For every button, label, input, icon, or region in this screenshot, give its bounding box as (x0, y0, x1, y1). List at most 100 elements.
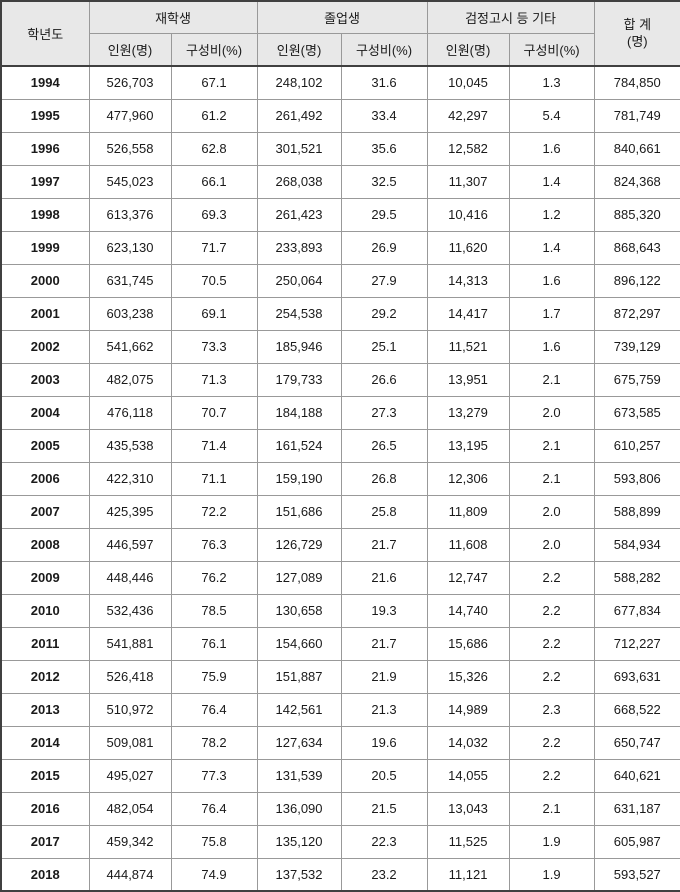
header-enrolled-ratio: 구성비(%) (170, 33, 258, 67)
value-cell: 11,620 (426, 230, 510, 265)
value-cell: 1.6 (508, 131, 595, 166)
value-cell: 301,521 (256, 131, 342, 166)
value-cell: 885,320 (593, 197, 680, 232)
value-cell: 22.3 (340, 824, 428, 859)
value-cell: 14,740 (426, 593, 510, 628)
value-cell: 444,874 (88, 857, 172, 892)
value-cell: 588,899 (593, 494, 680, 529)
value-cell: 631,187 (593, 791, 680, 826)
value-cell: 29.5 (340, 197, 428, 232)
table-row: 2000 631,745 70.5 250,064 27.9 14,313 1.6 896,1… (0, 263, 680, 298)
value-cell: 446,597 (88, 527, 172, 562)
value-cell: 541,662 (88, 329, 172, 364)
value-cell: 1.4 (508, 164, 595, 199)
value-cell: 422,310 (88, 461, 172, 496)
year-cell: 2016 (0, 791, 90, 826)
table-row: 2009 448,446 76.2 127,089 21.6 12,747 2.2 588,2… (0, 560, 680, 595)
value-cell: 477,960 (88, 98, 172, 133)
value-cell: 605,987 (593, 824, 680, 859)
value-cell: 526,703 (88, 65, 172, 100)
value-cell: 2.2 (508, 560, 595, 595)
value-cell: 840,661 (593, 131, 680, 166)
value-cell: 32.5 (340, 164, 428, 199)
table-row: 1996 526,558 62.8 301,521 35.6 12,582 1.6 840,6… (0, 131, 680, 166)
value-cell: 640,621 (593, 758, 680, 793)
value-cell: 509,081 (88, 725, 172, 760)
table-row: 2006 422,310 71.1 159,190 26.8 12,306 2.1 593,8… (0, 461, 680, 496)
value-cell: 126,729 (256, 527, 342, 562)
value-cell: 70.7 (170, 395, 258, 430)
value-cell: 10,416 (426, 197, 510, 232)
table-row: 2011 541,881 76.1 154,660 21.7 15,686 2.2 712,2… (0, 626, 680, 661)
value-cell: 1.7 (508, 296, 595, 331)
value-cell: 179,733 (256, 362, 342, 397)
value-cell: 25.1 (340, 329, 428, 364)
value-cell: 593,806 (593, 461, 680, 496)
header-group-graduates: 졸업생 (256, 0, 428, 34)
value-cell: 136,090 (256, 791, 342, 826)
value-cell: 872,297 (593, 296, 680, 331)
value-cell: 1.9 (508, 857, 595, 892)
value-cell: 739,129 (593, 329, 680, 364)
table-row: 1997 545,023 66.1 268,038 32.5 11,307 1.4 824,3… (0, 164, 680, 199)
value-cell: 75.8 (170, 824, 258, 859)
value-cell: 11,307 (426, 164, 510, 199)
value-cell: 254,538 (256, 296, 342, 331)
value-cell: 73.3 (170, 329, 258, 364)
value-cell: 545,023 (88, 164, 172, 199)
value-cell: 62.8 (170, 131, 258, 166)
value-cell: 14,055 (426, 758, 510, 793)
year-cell: 1998 (0, 197, 90, 232)
table-body: 1994 526,703 67.1 248,102 31.6 10,045 1.3 784,8… (0, 65, 680, 892)
value-cell: 185,946 (256, 329, 342, 364)
value-cell: 532,436 (88, 593, 172, 628)
value-cell: 712,227 (593, 626, 680, 661)
table-row: 2002 541,662 73.3 185,946 25.1 11,521 1.6 739,1… (0, 329, 680, 364)
value-cell: 476,118 (88, 395, 172, 430)
value-cell: 11,121 (426, 857, 510, 892)
value-cell: 5.4 (508, 98, 595, 133)
value-cell: 896,122 (593, 263, 680, 298)
value-cell: 677,834 (593, 593, 680, 628)
value-cell: 14,417 (426, 296, 510, 331)
value-cell: 26.6 (340, 362, 428, 397)
header-ged-count: 인원(명) (426, 33, 510, 67)
year-cell: 2003 (0, 362, 90, 397)
table-row: 2001 603,238 69.1 254,538 29.2 14,417 1.7 872,2… (0, 296, 680, 331)
year-cell: 2001 (0, 296, 90, 331)
value-cell: 613,376 (88, 197, 172, 232)
value-cell: 29.2 (340, 296, 428, 331)
value-cell: 130,658 (256, 593, 342, 628)
value-cell: 2.2 (508, 593, 595, 628)
value-cell: 70.5 (170, 263, 258, 298)
year-cell: 1999 (0, 230, 90, 265)
value-cell: 2.2 (508, 725, 595, 760)
table-row: 2013 510,972 76.4 142,561 21.3 14,989 2.3 668,5… (0, 692, 680, 727)
value-cell: 75.9 (170, 659, 258, 694)
header-group-ged-other: 검정고시 등 기타 (426, 0, 595, 34)
value-cell: 15,686 (426, 626, 510, 661)
value-cell: 1.6 (508, 329, 595, 364)
value-cell: 510,972 (88, 692, 172, 727)
value-cell: 66.1 (170, 164, 258, 199)
value-cell: 2.3 (508, 692, 595, 727)
value-cell: 2.1 (508, 428, 595, 463)
value-cell: 19.3 (340, 593, 428, 628)
value-cell: 26.5 (340, 428, 428, 463)
value-cell: 588,282 (593, 560, 680, 595)
value-cell: 23.2 (340, 857, 428, 892)
value-cell: 631,745 (88, 263, 172, 298)
value-cell: 21.7 (340, 626, 428, 661)
value-cell: 2.2 (508, 758, 595, 793)
value-cell: 1.4 (508, 230, 595, 265)
year-cell: 1995 (0, 98, 90, 133)
value-cell: 623,130 (88, 230, 172, 265)
value-cell: 72.2 (170, 494, 258, 529)
value-cell: 127,089 (256, 560, 342, 595)
value-cell: 495,027 (88, 758, 172, 793)
value-cell: 12,582 (426, 131, 510, 166)
header-ged-ratio: 구성비(%) (508, 33, 595, 67)
value-cell: 781,749 (593, 98, 680, 133)
value-cell: 2.0 (508, 395, 595, 430)
